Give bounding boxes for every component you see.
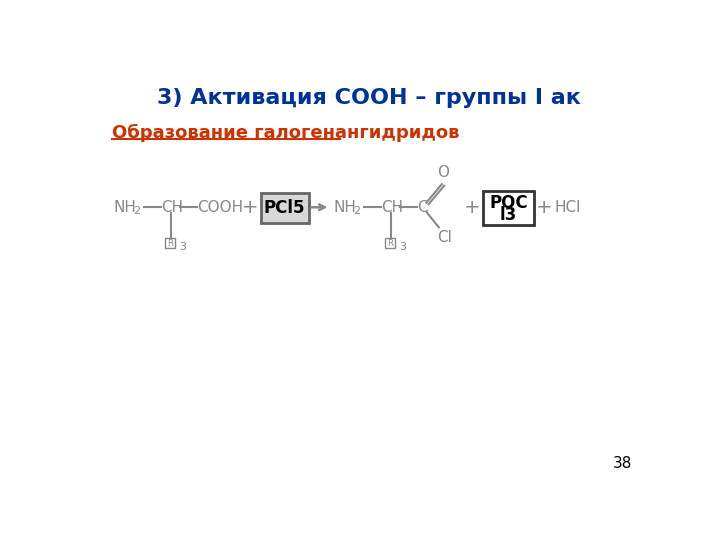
Bar: [261, 193, 309, 224]
Text: CH: CH: [382, 200, 403, 215]
Bar: [165, 238, 175, 248]
Text: l3: l3: [500, 206, 517, 225]
Text: 3: 3: [179, 242, 186, 252]
Text: R: R: [167, 239, 173, 248]
Bar: [385, 238, 395, 248]
Text: 3) Активация СООН – группы I ак: 3) Активация СООН – группы I ак: [157, 88, 581, 108]
Text: PCl5: PCl5: [264, 199, 305, 217]
Text: +: +: [536, 198, 552, 217]
Text: HCl: HCl: [555, 200, 581, 215]
Text: CH: CH: [161, 200, 184, 215]
Text: +: +: [242, 198, 258, 217]
Text: O: O: [438, 165, 449, 179]
Text: COOH: COOH: [197, 200, 243, 215]
Text: Образование галогенангидридов: Образование галогенангидридов: [112, 124, 459, 141]
Text: Cl: Cl: [437, 231, 452, 245]
Bar: [483, 191, 534, 225]
Text: NH: NH: [113, 200, 136, 215]
Text: 2: 2: [133, 206, 140, 216]
Text: 2: 2: [354, 206, 361, 216]
Text: C: C: [417, 200, 428, 215]
Text: R: R: [387, 239, 393, 248]
Text: NH: NH: [333, 200, 356, 215]
Text: POC: POC: [489, 194, 528, 212]
Text: 38: 38: [613, 456, 632, 471]
Text: 3: 3: [399, 242, 406, 252]
Text: +: +: [464, 198, 480, 217]
